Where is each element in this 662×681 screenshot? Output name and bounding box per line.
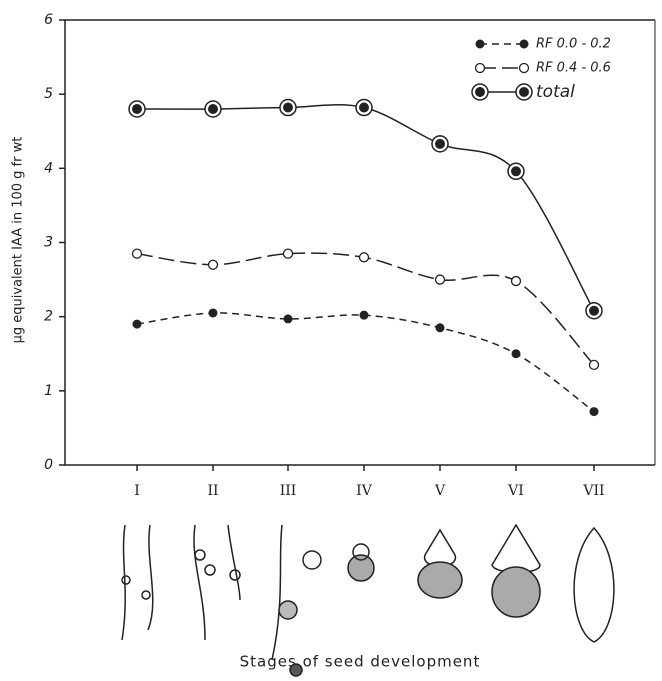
point-core (359, 102, 369, 113)
y-axis-label: µg equivalent IAA in 100 g fr wt (11, 137, 26, 344)
point (589, 407, 599, 417)
legend-label: total (536, 82, 575, 102)
point (283, 314, 293, 324)
point (475, 39, 485, 49)
point-core (283, 102, 293, 113)
y-tick-label: 0 (44, 457, 53, 473)
point (431, 135, 449, 153)
x-tick-label: III (280, 483, 297, 499)
point (355, 98, 373, 117)
series-line (136, 104, 595, 312)
legend-entry: RF 0.0 - 0.2 (475, 37, 611, 52)
point-core (511, 166, 521, 177)
point (279, 98, 297, 117)
point (588, 359, 600, 371)
y-tick-label: 1 (44, 383, 53, 399)
point (518, 62, 530, 74)
point-core (475, 87, 485, 97)
point (510, 275, 522, 287)
x-tick-label: VI (507, 483, 524, 499)
point (515, 83, 533, 101)
legend-entry: total (471, 82, 575, 102)
point (207, 259, 219, 270)
point (434, 274, 446, 285)
point (474, 62, 486, 74)
legend-label: RF 0.4 - 0.6 (536, 61, 611, 76)
point (435, 323, 445, 333)
x-tick-label: I (134, 483, 140, 499)
seed-drawings (121, 523, 615, 677)
x-tick-label: IV (356, 483, 373, 499)
y-tick-label: 5 (44, 86, 53, 102)
x-tick-label: II (207, 483, 218, 499)
point (132, 319, 142, 329)
legend-entry: RF 0.4 - 0.6 (474, 61, 611, 76)
point (519, 39, 529, 49)
point-core (589, 305, 599, 316)
point-core (208, 104, 218, 114)
point (471, 83, 489, 101)
x-tick-label: V (434, 483, 446, 499)
x-tick-label: VII (582, 483, 604, 499)
point (282, 248, 294, 259)
series-line (136, 252, 595, 366)
point-core (435, 138, 445, 149)
series-line (136, 312, 595, 413)
point (511, 349, 521, 359)
x-axis-label: Stages of seed development (240, 653, 481, 671)
point (204, 100, 222, 118)
point (131, 248, 143, 259)
point (128, 100, 146, 118)
point (208, 308, 218, 318)
point-core (132, 104, 142, 114)
point-core (519, 87, 529, 97)
point (359, 310, 369, 320)
y-tick-label: 6 (44, 12, 53, 28)
y-tick-label: 3 (44, 235, 53, 251)
point (358, 252, 370, 263)
y-tick-label: 4 (44, 160, 53, 176)
y-tick-label: 2 (44, 309, 53, 325)
legend-label: RF 0.0 - 0.2 (536, 37, 611, 52)
point (507, 162, 525, 181)
point (585, 301, 603, 320)
